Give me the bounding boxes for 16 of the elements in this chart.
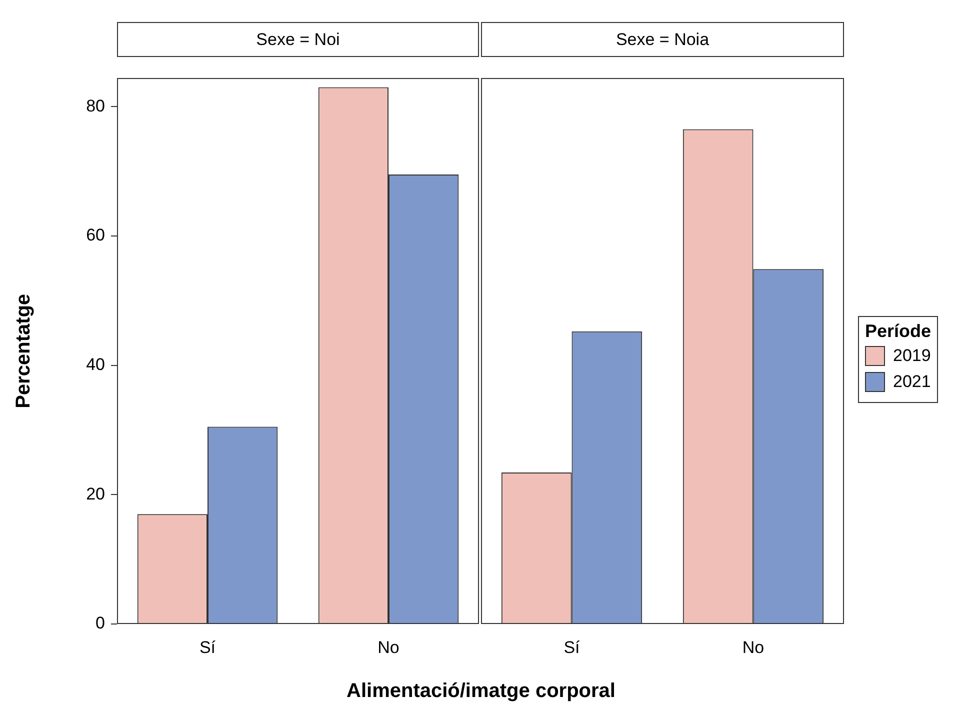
x-tick-label: No [378,638,400,657]
legend-label: 2021 [893,372,931,392]
y-tick-label: 80 [86,96,105,116]
chart-title: Sexe = Noi [117,22,479,57]
legend-title: Període [865,321,932,342]
y-tick-label: 0 [96,614,105,633]
y-tick-label: 20 [86,484,105,504]
x-tick-label: Sí [564,638,580,657]
x-tick-label: Sí [199,638,216,657]
y-tick-label: 60 [86,226,105,245]
y-tick-label: 40 [86,355,105,374]
y-axis-title: Percentatge [12,294,35,408]
x-axis-title: Alimentació/imatge corporal [346,680,616,703]
legend-label: 2019 [893,346,931,366]
chart-title: Sexe = Noia [481,22,844,57]
x-tick-label: No [742,638,764,657]
